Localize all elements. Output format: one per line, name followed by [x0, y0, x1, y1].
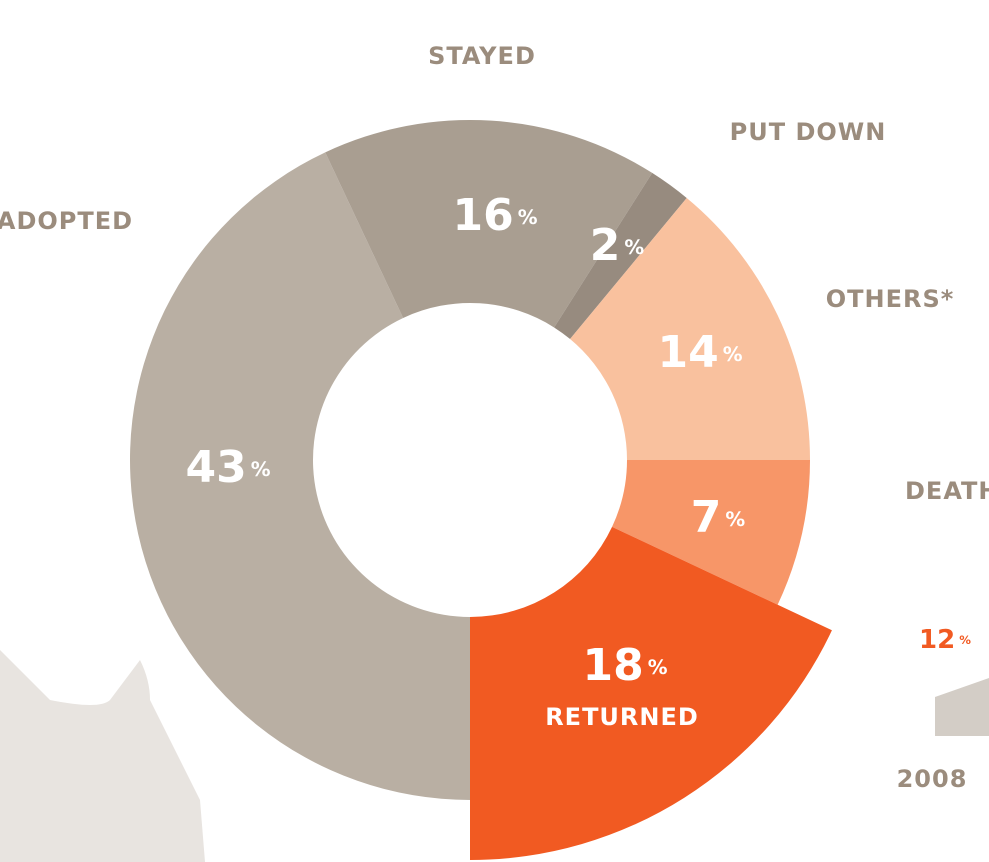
category-label: ADOPTED	[0, 207, 133, 235]
category-label: DEATHS	[905, 477, 989, 505]
category-label: STAYED	[428, 42, 536, 70]
inset-bar	[935, 678, 989, 736]
category-label: RETURNED	[545, 703, 699, 731]
category-label: OTHERS*	[826, 285, 955, 313]
inset-value-label: 12%	[919, 625, 971, 655]
category-label: PUT DOWN	[730, 118, 887, 146]
inset-label: 2008	[897, 765, 968, 793]
chart: ADOPTED43%STAYED16%PUT DOWN2%OTHERS*14%D…	[0, 0, 989, 862]
cat-silhouette	[0, 650, 205, 862]
